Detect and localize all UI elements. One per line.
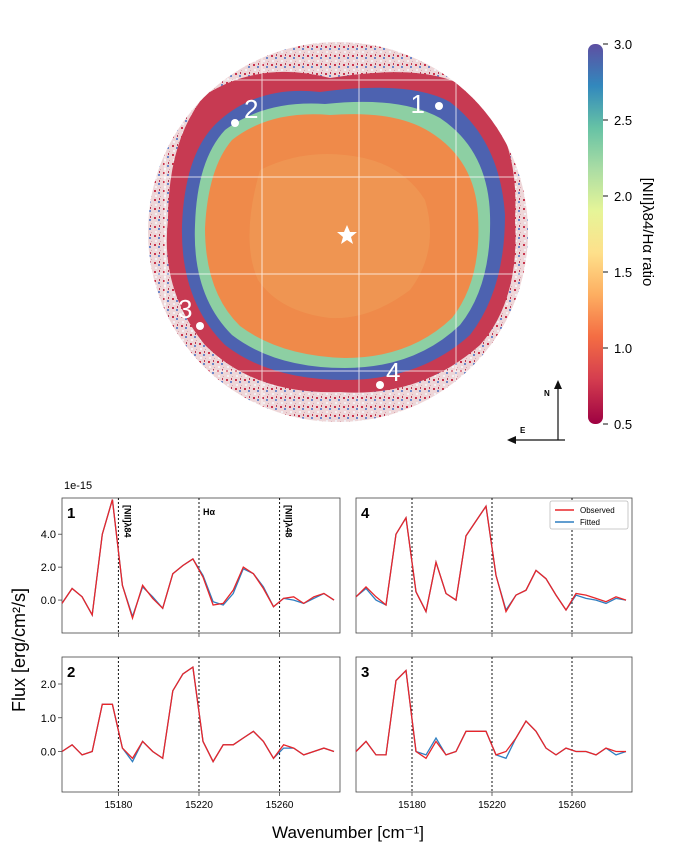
line-marker-label: [NII]λ48 xyxy=(284,505,294,538)
y-axis-label: Flux [erg/cm²/s] xyxy=(9,588,29,712)
line-marker-label: [NII]λ84 xyxy=(122,505,132,538)
region-label-4: 4 xyxy=(386,357,400,387)
colorbar-tick-label: 1.0 xyxy=(614,341,632,356)
y-tick-label: 0.0 xyxy=(41,595,56,607)
y-tick-label: 1.0 xyxy=(41,713,56,725)
x-tick-label: 15260 xyxy=(558,800,586,811)
star-icon xyxy=(337,225,357,244)
panel-frame xyxy=(355,656,633,793)
x-tick-label: 15180 xyxy=(398,800,426,811)
colorbar-tick-label: 2.0 xyxy=(614,189,632,204)
north-arrow-icon xyxy=(554,380,562,389)
colorbar-tick-label: 0.5 xyxy=(614,417,632,432)
colorbar-gradient xyxy=(588,44,603,424)
region-marker-3: 3 xyxy=(178,294,204,330)
spectrum-panel-1: [NII]λ84 Hα [NII]λ48 4.0 2.0 0.0 1 xyxy=(41,497,341,637)
series-line-observed xyxy=(61,499,335,621)
y-tick-label: 4.0 xyxy=(41,529,56,541)
colorbar-tick-label: 2.5 xyxy=(614,113,632,128)
region-marker-1: 1 xyxy=(411,89,443,119)
ratio-map-figure: 1 2 3 4 N E 3.0 2.5 2.0 1.5 1.0 0.5 [NII]λ84/… xyxy=(148,37,656,444)
x-tick-label: 15260 xyxy=(266,800,294,811)
region-label-1: 1 xyxy=(411,89,425,119)
panel-label: 1 xyxy=(67,505,75,522)
colorbar-ticks: 3.0 2.5 2.0 1.5 1.0 0.5 xyxy=(603,37,632,432)
core-inner-region xyxy=(249,154,430,319)
panel-label: 2 xyxy=(67,664,75,681)
region-marker-2: 2 xyxy=(231,94,258,127)
colorbar-tick-label: 3.0 xyxy=(614,37,632,52)
x-tick-label: 15220 xyxy=(478,800,506,811)
colorbar-tick-label: 1.5 xyxy=(614,265,632,280)
y-tick-label: 2.0 xyxy=(41,679,56,691)
series-line-observed xyxy=(355,504,627,614)
panel-label: 3 xyxy=(361,664,369,681)
x-tick-label: 15220 xyxy=(185,800,213,811)
spectrum-panel-3: 15180 15220 15260 3 xyxy=(355,656,633,811)
series-line-observed xyxy=(61,665,335,763)
compass: N E xyxy=(507,380,565,444)
y-tick-label: 0.0 xyxy=(41,747,56,759)
colorbar-label: [NII]λ84/Hα ratio xyxy=(639,178,656,287)
region-label-2: 2 xyxy=(244,94,258,124)
region-label-3: 3 xyxy=(178,294,192,324)
legend-entry-label: Observed xyxy=(580,506,615,515)
x-axis-label: Wavenumber [cm⁻¹] xyxy=(272,823,424,842)
x-tick-label: 15180 xyxy=(104,800,132,811)
spectra-figure: 1e-15 Flux [erg/cm²/s] Wavenumber [cm⁻¹]… xyxy=(9,480,633,842)
spectrum-panel-2: 2.0 1.0 0.0 15180 15220 15260 2 xyxy=(41,656,341,811)
panel-label: 4 xyxy=(361,505,370,522)
ratio-map-disc xyxy=(148,42,528,422)
line-marker-label: Hα xyxy=(203,507,215,517)
series-line-observed xyxy=(355,669,626,760)
region-marker-4: 4 xyxy=(376,357,400,389)
legend-entry-label: Fitted xyxy=(580,518,600,527)
flux-scale-label: 1e-15 xyxy=(64,480,92,492)
compass-north-label: N xyxy=(544,389,550,398)
spectra-panels: [NII]λ84 Hα [NII]λ48 4.0 2.0 0.0 1 4 2.0 1.0 0.0 15… xyxy=(41,497,633,811)
panel-frame xyxy=(61,497,341,634)
chart-legend: Observed Fitted xyxy=(549,500,629,530)
colorbar: 3.0 2.5 2.0 1.5 1.0 0.5 [NII]λ84/Hα ratio xyxy=(588,37,656,432)
east-arrow-icon xyxy=(507,436,516,444)
compass-east-label: E xyxy=(520,426,526,435)
y-tick-label: 2.0 xyxy=(41,562,56,574)
